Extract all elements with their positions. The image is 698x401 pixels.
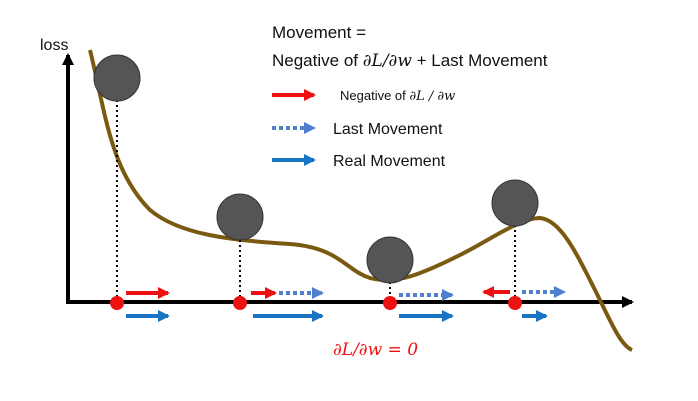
ball [93,54,141,102]
y-axis-label: loss [40,37,68,54]
axis-point [110,296,124,310]
ball [491,179,539,227]
formula-prefix: Negative of [272,51,363,70]
ball [366,236,414,284]
formula-math: ∂L/∂w [363,51,413,71]
zero-gradient-label: ∂L/∂w = 0 [333,340,418,360]
legend-last-movement-label: Last Movement [333,121,443,138]
formula-line-2: Negative of ∂L/∂w + Last Movement [272,51,548,71]
axis-point [508,296,522,310]
formula-line-1: Movement = [272,23,366,42]
formula-suffix: + Last Movement [412,51,548,70]
axis-point [383,296,397,310]
legend-real-movement-label: Real Movement [333,153,446,170]
legend-negative-gradient-label: Negative of ∂L / ∂w [340,88,455,104]
ball [216,193,264,241]
axis-point [233,296,247,310]
